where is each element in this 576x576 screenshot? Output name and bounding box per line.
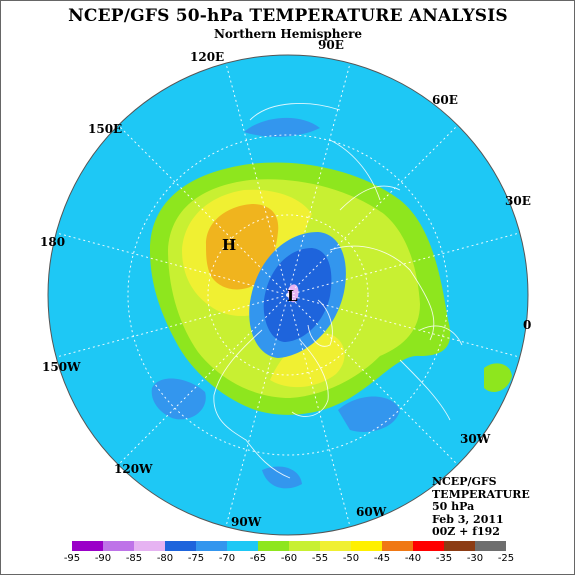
legend-label: -60: [280, 553, 298, 564]
lon-label-30e: 30E: [505, 194, 531, 208]
legend-swatch: [165, 541, 196, 551]
meridian-line: [287, 294, 459, 466]
map-disk-border: [47, 54, 529, 536]
lon-label-120e: 120E: [190, 50, 225, 64]
lon-label-150e: 150E: [88, 122, 123, 136]
coastline-eurasia: [329, 185, 435, 341]
legend-label: -90: [94, 553, 112, 564]
legend-label: -75: [187, 553, 205, 564]
coastline-north-america: [213, 329, 329, 479]
lon-label-60e: 60E: [432, 93, 458, 107]
meridian-line: [117, 124, 289, 296]
legend-label: -80: [156, 553, 174, 564]
legend-label: -40: [404, 553, 422, 564]
info-model: NCEP/GFS: [432, 475, 497, 488]
legend-label: -35: [435, 553, 453, 564]
legend-swatch: [227, 541, 258, 551]
legend-swatch: [134, 541, 165, 551]
band-minus-50: [206, 204, 279, 290]
plot-info-block: NCEP/GFS TEMPERATURE 50 hPa Feb 3, 2011 …: [432, 475, 530, 539]
meridian-line: [225, 294, 289, 527]
meridian-line: [225, 63, 289, 296]
legend-swatch: [351, 541, 382, 551]
cold-patch-north: [244, 117, 320, 137]
lon-label-90w: 90W: [231, 515, 262, 529]
legend-label: -45: [373, 553, 391, 564]
meridian-line: [56, 294, 289, 358]
page-title: NCEP/GFS 50-hPa TEMPERATURE ANALYSIS: [68, 6, 508, 26]
cold-patch-west: [151, 378, 206, 420]
legend-label: -55: [311, 553, 329, 564]
info-date: Feb 3, 2011: [432, 512, 504, 526]
lon-label-180: 180: [40, 235, 66, 249]
meridian-line: [287, 124, 459, 296]
lon-label-30w: 30W: [460, 432, 491, 446]
legend-swatch: [289, 541, 320, 551]
info-forecast-time: 00Z + f192: [432, 525, 500, 538]
legend-label: -95: [63, 553, 81, 564]
cold-patch-east: [338, 396, 400, 432]
legend-label: -25: [497, 553, 515, 564]
legend-swatch: [103, 541, 134, 551]
high-pressure-center-label: H: [222, 236, 237, 254]
legend-label: -85: [125, 553, 143, 564]
legend-label: -30: [466, 553, 484, 564]
latitude-circle-60n: [207, 214, 369, 376]
legend-label: -50: [342, 553, 360, 564]
legend-swatch: [475, 541, 506, 551]
legend-swatch: [320, 541, 351, 551]
lon-label-60w: 60W: [356, 505, 387, 519]
low-pressure-center-label: L: [287, 287, 298, 305]
band-minus-55-south: [270, 333, 345, 388]
legend-swatch: [196, 541, 227, 551]
lon-label-0: 0: [523, 318, 532, 332]
coastline-asia-east: [249, 102, 381, 201]
cold-patch-south: [262, 466, 302, 489]
meridian-line: [287, 294, 520, 358]
legend-swatch: [382, 541, 413, 551]
legend-swatch: [258, 541, 289, 551]
lon-label-120w: 120W: [114, 462, 153, 476]
meridian-line: [287, 294, 351, 527]
lon-label-150w: 150W: [42, 360, 81, 374]
warm-patch-east: [484, 363, 512, 392]
page-subtitle: Northern Hemisphere: [213, 27, 363, 41]
meridian-line: [287, 63, 351, 296]
info-level: 50 hPa: [432, 500, 475, 513]
legend-label: -70: [218, 553, 236, 564]
meridian-line: [117, 294, 289, 466]
info-variable: TEMPERATURE: [432, 487, 530, 501]
legend-label: -65: [249, 553, 267, 564]
coastline-greenland: [307, 299, 333, 347]
lon-label-90e: 90E: [318, 38, 344, 52]
latitude-circle-30n: [127, 134, 449, 456]
coastline-europe: [399, 325, 463, 421]
legend-swatch: [444, 541, 475, 551]
legend-swatch: [72, 541, 103, 551]
legend-swatch: [413, 541, 444, 551]
meridian-line: [56, 232, 289, 296]
